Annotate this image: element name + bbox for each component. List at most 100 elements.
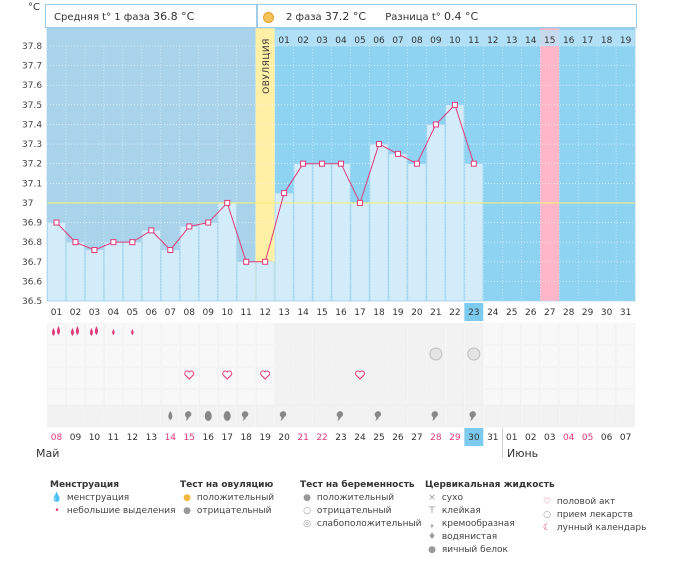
symptom-cell [483, 345, 503, 367]
legend-item-label: отрицательный [194, 506, 272, 516]
temperature-point [413, 160, 420, 167]
heart-icon: ♡ [542, 497, 552, 507]
symptom-cell [407, 323, 427, 345]
calendar-date-label: 02 [525, 433, 536, 443]
creamy-icon [431, 411, 438, 421]
symptom-cell [369, 345, 389, 367]
symptom-cell [616, 345, 635, 367]
legend-item-label: сухо [439, 493, 463, 503]
phase1-value: 36.8 °C [153, 10, 195, 23]
cycle-day-label: 23 [468, 308, 479, 318]
legend-item-label: менструация [64, 493, 130, 503]
symptom-cell [578, 345, 597, 367]
cycle-day-label: 19 [392, 308, 404, 318]
medication-icon: ○ [543, 510, 551, 520]
symptom-cell [217, 367, 237, 389]
symptom-cell [388, 367, 408, 389]
temperature-point [53, 219, 60, 226]
cycle-day-label: 17 [354, 308, 365, 318]
symptom-cell [274, 323, 294, 345]
menstruation-heavy-icon [51, 326, 60, 336]
symptom-cell [502, 404, 521, 428]
calendar-date-label: 14 [165, 433, 177, 443]
symptom-cell [502, 323, 521, 345]
symptom-cell [369, 323, 389, 345]
phase2-value: 37.2 °C [324, 10, 367, 23]
symptom-cell [597, 323, 616, 345]
symptom-cell [578, 404, 597, 428]
symptom-cell [616, 323, 635, 345]
symptom-cell [521, 404, 540, 428]
diff-label: Разница t° [385, 12, 441, 23]
symptom-cell [255, 345, 275, 367]
symptom-cell [199, 345, 218, 367]
cycle-day-label: 05 [127, 308, 138, 318]
symptom-cell [199, 367, 218, 389]
y-tick-label: 37.8 [22, 42, 42, 52]
cycle-day-label: 28 [563, 308, 575, 318]
top-day-label: 16 [563, 36, 575, 46]
temperature-point [205, 219, 212, 226]
temperature-point [224, 199, 231, 206]
calendar-date-label: 30 [468, 433, 480, 443]
symptom-cell [616, 404, 635, 428]
top-day-label: 05 [354, 36, 365, 46]
symptom-cell [85, 404, 104, 428]
temperature-bar [217, 202, 237, 302]
month-may: Май [36, 447, 60, 460]
temperature-point [91, 247, 98, 253]
watery-icon [168, 411, 173, 420]
calendar-date-label: 12 [127, 433, 138, 443]
y-tick-label: 37.5 [22, 101, 42, 111]
calendar-date-label: 26 [392, 433, 404, 443]
symptom-cell [445, 323, 465, 345]
phase1-label: Средняя t° 1 фаза [54, 12, 150, 23]
top-day-label: 11 [468, 36, 479, 46]
calendar-date-label: 07 [620, 433, 631, 443]
y-tick-label: 36.7 [22, 258, 42, 268]
menstruation-column [540, 28, 560, 301]
symptom-cell [236, 345, 256, 367]
legend-item-label: слабоположительный [314, 519, 422, 529]
symptom-cell [104, 404, 123, 428]
temperature-bar [369, 143, 389, 302]
temperature-bar [426, 124, 446, 302]
calendar-date-label: 21 [297, 433, 308, 443]
temperature-point [243, 258, 250, 265]
symptom-cell [104, 367, 123, 389]
symptom-cell [597, 345, 616, 367]
temperature-bar [350, 202, 370, 302]
legend-group: Цервикальная жидкость × сухо T клейкая ❟ кр… [425, 480, 555, 555]
phase2-summary: 2 фаза 37.2 °C Разница t° 0.4 °C [257, 4, 637, 28]
symptom-cell [293, 345, 313, 367]
symptom-cell [312, 367, 332, 389]
phase1-summary: Средняя t° 1 фаза 36.8 °C [45, 4, 257, 28]
y-tick-label: 36.8 [22, 238, 42, 248]
top-day-label: 10 [449, 36, 461, 46]
legend-item: ♦ водянистая [425, 532, 555, 542]
temperature-point [167, 247, 174, 253]
legend-item: ☾ лунный календарь [540, 523, 646, 533]
calendar-date-label: 10 [89, 433, 101, 443]
cycle-day-label: 16 [335, 308, 347, 318]
symptom-cell [483, 404, 503, 428]
pregnancy-test-icon [467, 347, 481, 361]
legend-item-label: прием лекарств [554, 510, 633, 520]
cycle-day-label: 21 [430, 308, 441, 318]
symptom-cell [445, 367, 465, 389]
symptom-cell [293, 367, 313, 389]
month-june: Июнь [507, 447, 539, 460]
cycle-day-label: 18 [373, 308, 385, 318]
symptom-cell [180, 323, 199, 345]
sticky-icon: T [429, 506, 435, 516]
calendar-date-label: 28 [430, 433, 442, 443]
legend-group-title: Тест на овуляцию [180, 480, 274, 490]
cycle-day-label: 12 [259, 308, 270, 318]
symptom-cell [312, 323, 332, 345]
diff-value: 0.4 °C [443, 10, 479, 23]
legend-group-title: Цервикальная жидкость [425, 480, 555, 490]
symptom-cell [123, 367, 142, 389]
symptom-cell [388, 323, 408, 345]
cycle-day-label: 30 [601, 308, 613, 318]
calendar-date-label: 29 [449, 433, 461, 443]
